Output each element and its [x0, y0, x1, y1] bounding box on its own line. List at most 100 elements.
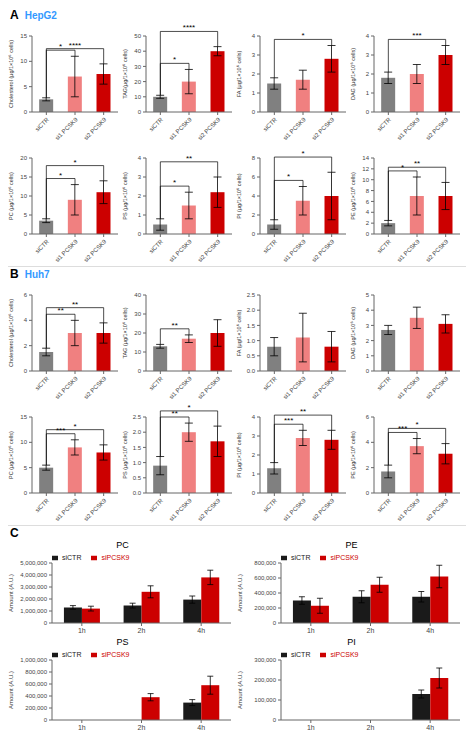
svg-text:2: 2: [366, 71, 370, 77]
svg-text:si2 PCSK9: si2 PCSK9: [83, 375, 108, 400]
svg-text:0: 0: [24, 368, 28, 374]
svg-text:siCTR: siCTR: [34, 497, 50, 513]
svg-text:2.5: 2.5: [247, 292, 256, 298]
svg-text:6: 6: [366, 414, 370, 420]
svg-text:PI (μg/1×10⁶ cells): PI (μg/1×10⁶ cells): [236, 432, 242, 477]
svg-text:**: **: [300, 407, 306, 416]
svg-text:6: 6: [252, 174, 256, 180]
svg-text:**: **: [58, 306, 64, 315]
svg-text:4h: 4h: [197, 724, 205, 731]
svg-text:40: 40: [134, 292, 141, 298]
svg-text:si1 PCSK9: si1 PCSK9: [54, 238, 79, 263]
svg-text:2: 2: [252, 212, 256, 218]
svg-text:*: *: [301, 31, 304, 40]
svg-text:50: 50: [134, 33, 141, 39]
svg-text:4: 4: [252, 414, 256, 420]
svg-text:600,000: 600,000: [25, 681, 47, 687]
svg-text:4,000,000: 4,000,000: [20, 572, 47, 578]
svg-text:15: 15: [20, 414, 27, 420]
svg-text:si2 PCSK9: si2 PCSK9: [425, 238, 450, 263]
svg-text:si1 PCSK9: si1 PCSK9: [396, 116, 421, 141]
svg-text:15: 15: [20, 174, 27, 180]
svg-text:4: 4: [138, 155, 142, 161]
svg-text:*: *: [401, 163, 404, 172]
svg-text:siCTR: siCTR: [376, 116, 392, 132]
svg-text:2.5: 2.5: [133, 414, 142, 420]
svg-text:1.0: 1.0: [247, 338, 256, 344]
svg-text:si1 PCSK9: si1 PCSK9: [282, 238, 307, 263]
svg-text:4: 4: [252, 33, 256, 39]
svg-text:10: 10: [134, 349, 141, 355]
svg-text:800,000: 800,000: [254, 560, 276, 566]
svg-text:**: **: [72, 300, 78, 309]
svg-text:***: ***: [56, 426, 65, 435]
svg-text:0: 0: [366, 490, 370, 496]
svg-text:2: 2: [24, 343, 28, 349]
svg-text:40: 40: [134, 48, 141, 54]
svg-text:Amount (A.U.): Amount (A.U.): [8, 574, 14, 612]
svg-text:1: 1: [252, 471, 256, 477]
svg-text:si2 PCSK9: si2 PCSK9: [83, 497, 108, 522]
svg-text:1: 1: [138, 212, 142, 218]
svg-text:Amount (A.U.): Amount (A.U.): [8, 671, 14, 709]
svg-text:1: 1: [366, 353, 370, 359]
svg-text:1: 1: [366, 90, 370, 96]
svg-text:***: ***: [284, 416, 293, 425]
svg-text:0: 0: [366, 109, 370, 115]
svg-text:siCTR: siCTR: [34, 375, 50, 391]
svg-text:si1 PCSK9: si1 PCSK9: [396, 375, 421, 400]
svg-text:0: 0: [366, 368, 370, 374]
svg-text:800,000: 800,000: [25, 669, 47, 675]
svg-text:400,000: 400,000: [254, 590, 276, 596]
svg-text:1h: 1h: [78, 627, 86, 634]
svg-text:0: 0: [252, 490, 256, 496]
svg-text:1,000,000: 1,000,000: [20, 608, 47, 614]
svg-text:600,000: 600,000: [254, 575, 276, 581]
svg-text:2,000,000: 2,000,000: [20, 596, 47, 602]
svg-text:10: 10: [20, 439, 27, 445]
svg-text:*: *: [59, 42, 62, 51]
svg-text:*: *: [415, 420, 418, 429]
svg-text:0.0: 0.0: [247, 368, 256, 374]
svg-text:15: 15: [20, 33, 27, 39]
svg-text:siCTR: siCTR: [262, 375, 278, 391]
svg-text:2h: 2h: [367, 627, 375, 634]
svg-text:3: 3: [138, 174, 142, 180]
svg-text:100,000: 100,000: [254, 697, 276, 703]
svg-text:200,000: 200,000: [254, 605, 276, 611]
svg-text:si2 PCSK9: si2 PCSK9: [197, 375, 222, 400]
svg-text:2h: 2h: [138, 627, 146, 634]
svg-text:siCTR: siCTR: [148, 497, 164, 513]
svg-text:Amount (A.U.): Amount (A.U.): [237, 671, 243, 709]
svg-text:0: 0: [24, 490, 28, 496]
svg-text:3: 3: [366, 323, 370, 329]
svg-text:si2 PCSK9: si2 PCSK9: [425, 375, 450, 400]
svg-text:**: **: [414, 159, 420, 168]
svg-text:si1 PCSK9: si1 PCSK9: [282, 116, 307, 141]
svg-text:FA (μg/1×10⁶ cells): FA (μg/1×10⁶ cells): [236, 310, 242, 357]
svg-text:0: 0: [366, 231, 370, 237]
svg-text:PS (μg/1×10⁶ cells): PS (μg/1×10⁶ cells): [122, 172, 128, 220]
svg-text:1,000,000: 1,000,000: [20, 657, 47, 663]
svg-text:0: 0: [24, 231, 28, 237]
svg-text:4h: 4h: [197, 627, 205, 634]
svg-text:siCTR: siCTR: [376, 238, 392, 254]
svg-text:siCTR: siCTR: [148, 238, 164, 254]
svg-text:4: 4: [366, 33, 370, 39]
svg-text:4: 4: [366, 307, 370, 313]
svg-text:siCTR: siCTR: [148, 116, 164, 132]
svg-text:siCTR: siCTR: [148, 375, 164, 391]
svg-text:2: 2: [252, 452, 256, 458]
svg-text:6: 6: [24, 292, 28, 298]
svg-text:8: 8: [366, 188, 370, 194]
svg-text:0: 0: [44, 620, 48, 626]
svg-text:0: 0: [138, 109, 142, 115]
svg-text:siCTR: siCTR: [262, 497, 278, 513]
svg-text:0.5: 0.5: [133, 475, 142, 481]
svg-text:si1 PCSK9: si1 PCSK9: [168, 116, 193, 141]
svg-text:3: 3: [366, 52, 370, 58]
svg-text:si1 PCSK9: si1 PCSK9: [282, 497, 307, 522]
svg-text:*: *: [59, 171, 62, 180]
svg-text:0: 0: [138, 231, 142, 237]
svg-text:0: 0: [252, 231, 256, 237]
